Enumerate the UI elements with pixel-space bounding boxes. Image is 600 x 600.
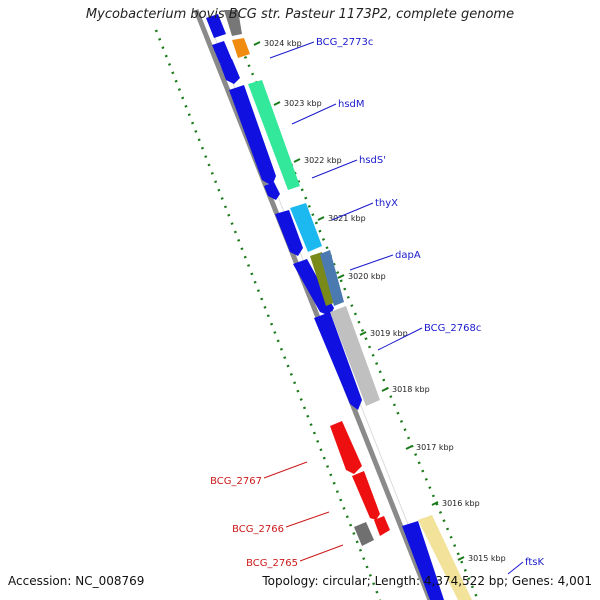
genome-backbone — [193, 9, 433, 600]
gene-label: BCG_2768c — [424, 323, 481, 334]
feature-thyX — [290, 203, 322, 252]
gene-label-leader — [299, 544, 344, 562]
tick-label: 3019 kbp — [370, 329, 408, 338]
cds-arrow — [264, 182, 280, 200]
gene-BCG_2765 — [354, 522, 374, 546]
tick-mark — [293, 158, 301, 163]
gene-label-leader — [269, 41, 315, 59]
gene-label: BCG_2773c — [316, 37, 373, 48]
cds-arrow — [275, 210, 303, 256]
feature-orange — [232, 38, 250, 58]
feature-dapA-steel — [320, 250, 344, 306]
tick-label: 3017 kbp — [416, 443, 454, 452]
cds-arrow — [229, 85, 276, 186]
gene-label: BCG_2766 — [232, 524, 284, 535]
gene-label: dapA — [395, 250, 421, 261]
tick-mark — [273, 101, 281, 106]
cds-arrow — [314, 312, 362, 410]
tick-mark — [337, 274, 345, 279]
tick-mark — [457, 556, 465, 561]
tick-label: 3023 kbp — [284, 99, 322, 108]
gene-label: hsdM — [338, 99, 365, 110]
tick-label: 3021 kbp — [328, 214, 366, 223]
gene-BCG_2767 — [330, 421, 362, 474]
cds-arrow — [220, 59, 240, 84]
colored-features — [224, 10, 472, 600]
tick-mark — [253, 41, 261, 46]
gene-label: BCG_2767 — [210, 476, 262, 487]
gene-label-leader — [507, 561, 524, 575]
reverse-strand-features — [206, 14, 444, 600]
gene-label-leader — [377, 327, 423, 351]
tick-label: 3015 kbp — [468, 554, 506, 563]
tick-mark — [359, 331, 367, 336]
feature-grey-top — [224, 10, 242, 36]
tick-mark — [381, 387, 389, 392]
tick-label: 3016 kbp — [442, 499, 480, 508]
gene-label-leader — [331, 202, 374, 221]
gene-labels: BCG_2773c hsdM hsdS' thyX dapA BCG_2768c ftsK B… — [210, 37, 544, 575]
tick-label: 3024 kbp — [264, 39, 302, 48]
gene-label-leader — [349, 254, 394, 271]
gene-red-small — [374, 516, 390, 536]
feature-ftsK-yellow — [418, 515, 472, 600]
topology-info: Topology: circular; Length: 4,374,522 bp… — [262, 574, 592, 588]
gene-label-leader — [291, 103, 337, 125]
cds-arrow — [212, 41, 232, 64]
tick-mark — [431, 501, 439, 506]
tick-marks: 3024 kbp 3023 kbp 3022 kbp 3021 kbp 3020 kbp… — [253, 39, 506, 563]
cds-arrow — [402, 521, 444, 600]
map-title: Mycobacterium bovis BCG str. Pasteur 117… — [85, 7, 515, 22]
gene-label: thyX — [375, 198, 398, 209]
red-features — [330, 421, 390, 546]
gene-label: ftsK — [525, 557, 544, 568]
gene-label: BCG_2765 — [246, 558, 298, 569]
tick-mark — [317, 216, 325, 221]
gene-label: hsdS' — [359, 155, 386, 166]
gene-label-leader — [263, 461, 308, 479]
gene-BCG_2766 — [352, 471, 380, 520]
tick-mark — [405, 445, 413, 450]
feature-hsdM — [248, 80, 300, 190]
gene-label-leader — [285, 511, 330, 528]
tick-label: 3018 kbp — [392, 385, 430, 394]
feature-dapA-olive — [310, 252, 336, 306]
accession-text: Accession: NC_008769 — [8, 574, 145, 588]
cds-arrow — [293, 259, 334, 316]
tick-label: 3020 kbp — [348, 272, 386, 281]
gene-label-leader — [311, 159, 358, 179]
left-dotted-guide — [154, 29, 382, 600]
cds-arrow — [206, 14, 226, 38]
feature-grey-BCG_2768c — [330, 306, 380, 406]
tick-label: 3022 kbp — [304, 156, 342, 165]
